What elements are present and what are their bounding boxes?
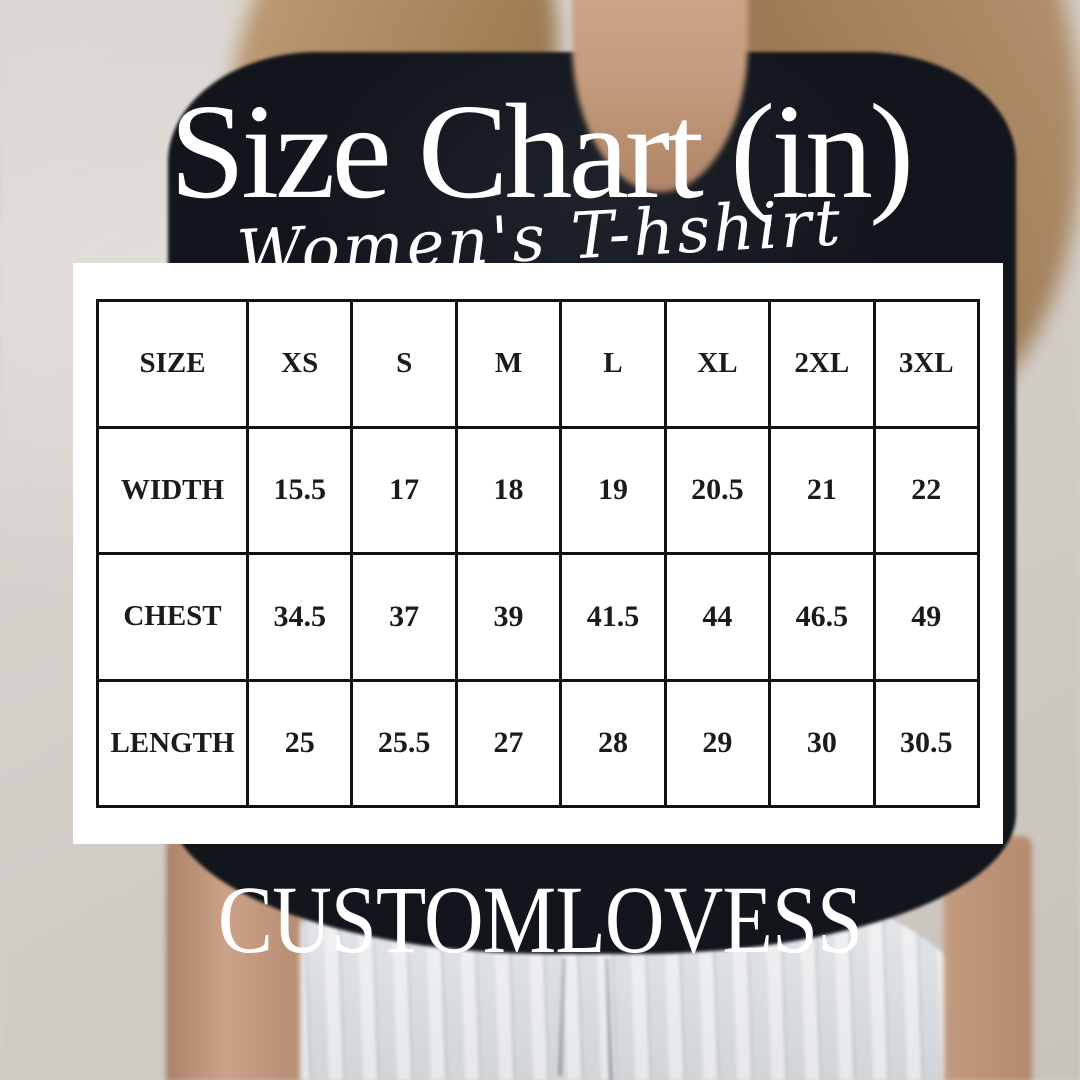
table-header-cell-size: SIZE	[96, 299, 249, 429]
table-header-cell-xl: XL	[663, 299, 772, 429]
table-cell: 15.5	[245, 425, 354, 555]
table-cell: 28	[559, 678, 667, 808]
table-header-row: SIZE XS S M L XL 2XL 3XL	[96, 299, 981, 429]
table-cell: 37	[350, 552, 458, 682]
table-cell: 20.5	[663, 425, 772, 555]
row-label-length: LENGTH	[96, 678, 249, 808]
table-cell: 49	[872, 552, 981, 682]
table-cell: 25	[245, 678, 354, 808]
size-chart-table: SIZE XS S M L XL 2XL 3XL WIDTH 15.5 17 1…	[96, 299, 981, 808]
table-cell: 19	[559, 425, 667, 555]
table-cell: 17	[350, 425, 458, 555]
table-header-cell-3xl: 3XL	[872, 299, 981, 429]
table-cell: 41.5	[559, 552, 667, 682]
table-header-cell-xs: XS	[245, 299, 354, 429]
table-header-cell-m: M	[454, 299, 563, 429]
table-header-cell-2xl: 2XL	[768, 299, 876, 429]
page-title: Size Chart (in)	[169, 77, 915, 227]
table-row-length: LENGTH 25 25.5 27 28 29 30 30.5	[96, 678, 981, 808]
table-cell: 30	[768, 678, 876, 808]
table-row-width: WIDTH 15.5 17 18 19 20.5 21 22	[96, 425, 981, 555]
table-cell: 22	[872, 425, 981, 555]
table-cell: 21	[768, 425, 876, 555]
table-header-cell-l: L	[559, 299, 667, 429]
table-cell: 30.5	[872, 678, 981, 808]
table-cell: 34.5	[245, 552, 354, 682]
brand-name: CUSTOMLOVESS	[217, 866, 863, 973]
table-cell: 46.5	[768, 552, 876, 682]
table-cell: 18	[454, 425, 563, 555]
table-row-chest: CHEST 34.5 37 39 41.5 44 46.5 49	[96, 552, 981, 682]
table-header-cell-s: S	[350, 299, 458, 429]
row-label-width: WIDTH	[96, 425, 249, 555]
size-chart-panel: SIZE XS S M L XL 2XL 3XL WIDTH 15.5 17 1…	[73, 263, 1003, 844]
table-cell: 25.5	[350, 678, 458, 808]
row-label-chest: CHEST	[96, 552, 249, 682]
table-cell: 27	[454, 678, 563, 808]
table-cell: 44	[663, 552, 772, 682]
table-cell: 39	[454, 552, 563, 682]
table-cell: 29	[663, 678, 772, 808]
